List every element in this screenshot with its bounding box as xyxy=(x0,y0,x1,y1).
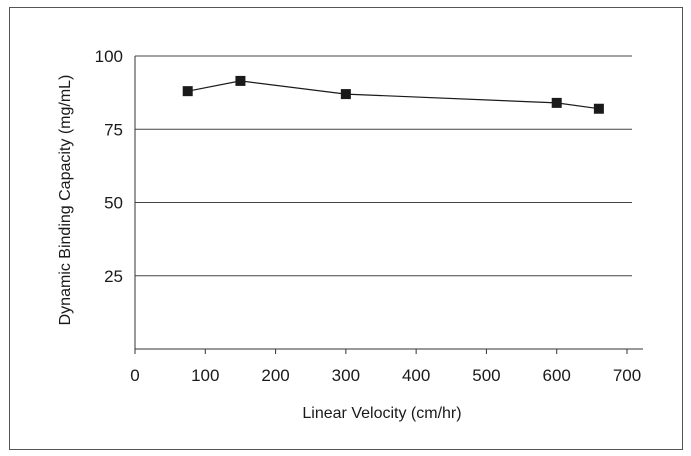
data-point-0-0 xyxy=(182,86,193,97)
data-point-0-4 xyxy=(593,103,604,114)
data-point-0-1 xyxy=(235,75,246,86)
x-tick-label-3: 300 xyxy=(332,366,360,385)
gridlines xyxy=(135,55,632,277)
series-line-0 xyxy=(187,80,599,110)
data-point-0-3 xyxy=(551,97,562,108)
x-tick-label-1: 100 xyxy=(191,366,219,385)
x-tick-label-0: 0 xyxy=(130,366,139,385)
x-tick-label-4: 400 xyxy=(402,366,430,385)
y-tick-label-2: 75 xyxy=(104,120,123,139)
x-tick-label-6: 600 xyxy=(543,366,571,385)
x-tick-label-7: 700 xyxy=(613,366,641,385)
y-tick-label-1: 50 xyxy=(104,194,123,213)
y-tick-label-0: 25 xyxy=(104,267,123,286)
axes xyxy=(134,56,643,350)
chart-frame xyxy=(9,7,683,450)
y-tick-label-3: 100 xyxy=(95,47,123,66)
x-tick-label-5: 500 xyxy=(472,366,500,385)
y-ticks: 25 50 75 100 xyxy=(95,47,123,286)
x-axis-title: Linear Velocity (cm/hr) xyxy=(302,405,461,422)
x-tick-label-2: 200 xyxy=(261,366,289,385)
series-group xyxy=(182,75,604,114)
x-ticks: 0 100 200 300 400 500 600 700 xyxy=(130,349,641,385)
data-point-0-2 xyxy=(340,89,351,100)
y-axis-title: Dynamic Binding Capacity (mg/mL) xyxy=(57,75,74,326)
